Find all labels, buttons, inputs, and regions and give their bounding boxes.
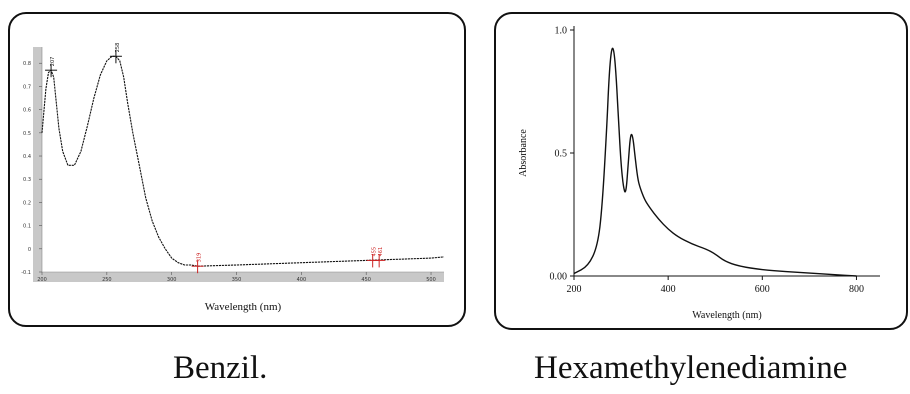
benzil-spectrum-line: [41, 55, 445, 267]
peak-label: 461: [378, 247, 384, 257]
caption-hexamethylenediamine: Hexamethylenediamine: [534, 350, 848, 386]
x-tick-label: 400: [297, 277, 307, 283]
y-tick-label: 0: [28, 247, 31, 253]
peak-label: 319: [197, 253, 203, 263]
x-tick-label: 350: [232, 277, 242, 283]
y-tick-label: 0.6: [23, 108, 31, 114]
y-tick-label: -0.1: [21, 270, 31, 276]
x-tick-label: 800: [849, 284, 864, 295]
y-tick-label: 0.00: [550, 272, 568, 283]
hexamethylenediamine-chart: 0.00 0.5 1.0 200 400 600 800 Wavelength (nm) Abs…: [518, 26, 880, 321]
x-axis-label: Wavelength (nm): [692, 310, 761, 321]
peak-marker: [45, 64, 58, 78]
y-tick-label: 0.1: [23, 224, 31, 230]
y-axis-bar: [33, 47, 42, 282]
y-axis-label: Absorbance: [518, 129, 529, 177]
y-tick-label: 1.0: [555, 26, 568, 37]
peak-marker: [191, 260, 204, 274]
peak-marker: [109, 50, 122, 64]
x-tick-label: 300: [167, 277, 177, 283]
peak-label: 258: [115, 43, 121, 53]
y-tick-label: 0.3: [23, 177, 31, 183]
benzil-chart: -0.1 0 0.1 0.2 0.3 0.4 0.5 0.6 0.7 0.8 200 250 300 35…: [21, 43, 445, 313]
x-tick-label: 250: [102, 277, 112, 283]
y-tick-label: 0.2: [23, 200, 31, 206]
y-tick-label: 0.7: [23, 84, 31, 90]
y-tick-label: 0.8: [23, 61, 31, 67]
x-tick-label: 500: [426, 277, 436, 283]
hexamethylenediamine-chart-panel: 0.00 0.5 1.0 200 400 600 800 Wavelength (nm) Abs…: [494, 12, 908, 330]
x-tick-label: 600: [755, 284, 770, 295]
y-tick-label: 0.4: [23, 154, 31, 160]
peak-marker: [373, 254, 386, 268]
peak-label: 207: [50, 57, 56, 67]
x-tick-label: 200: [567, 284, 582, 295]
y-tick-label: 0.5: [23, 131, 31, 137]
peak-label: 455: [372, 247, 378, 257]
benzil-chart-panel: -0.1 0 0.1 0.2 0.3 0.4 0.5 0.6 0.7 0.8 200 250 300 35…: [8, 12, 466, 327]
hexamethylenediamine-spectrum-line: [573, 47, 857, 277]
x-tick-label: 400: [661, 284, 676, 295]
x-tick-label: 200: [37, 277, 47, 283]
x-axis-bar: [33, 272, 444, 282]
x-tick-label: 450: [361, 277, 371, 283]
x-axis-label: Wavelength (nm): [205, 301, 282, 313]
y-tick-label: 0.5: [555, 149, 568, 160]
caption-benzil: Benzil.: [173, 350, 268, 386]
